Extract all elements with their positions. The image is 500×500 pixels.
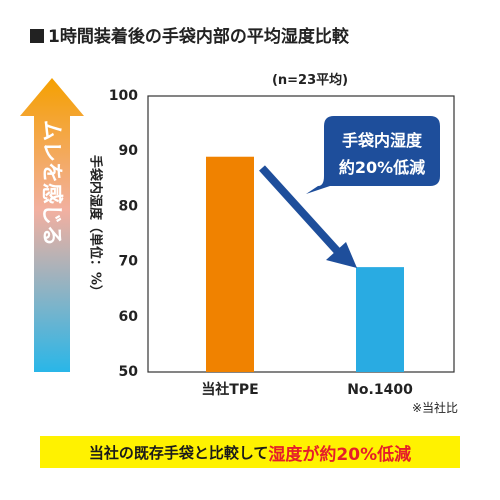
footnote: ※当社比 (412, 400, 458, 415)
reduction-arrow (259, 165, 357, 268)
y-tick-label: 80 (119, 198, 139, 214)
callout-line2: 約20%低減 (339, 158, 425, 177)
banner-text: 当社の既存手袋と比較して (88, 443, 269, 462)
y-axis-title: 手袋内湿度（単位：%） (88, 155, 104, 298)
y-tick-label: 70 (119, 254, 139, 270)
y-tick-labels: 50 60 70 80 90 100 (109, 88, 138, 380)
sample-note: (n=23平均) (272, 72, 348, 88)
x-tick-label: No.1400 (347, 382, 413, 398)
bar-tpe (206, 156, 254, 372)
plot-frame (147, 95, 455, 373)
bars (206, 156, 404, 372)
side-arrow: ムレを感じる (20, 78, 84, 372)
y-tick-label: 100 (109, 88, 138, 104)
title-text: 1時間装着後の手袋内部の平均湿度比較 (48, 27, 349, 47)
bar-no1400 (356, 267, 404, 372)
bottom-banner: 当社の既存手袋と比較して 湿度が約20%低減 (40, 436, 460, 468)
side-arrow-label: ムレを感じる (40, 120, 64, 246)
reduction-arrow-head (326, 242, 357, 268)
x-tick-labels: 当社TPE No.1400 (201, 381, 413, 398)
callout: 手袋内湿度 約20%低減 (306, 116, 440, 194)
page-title: 1時間装着後の手袋内部の平均湿度比較 (30, 22, 349, 47)
callout-bubble (306, 116, 440, 194)
y-tick-label: 90 (119, 143, 139, 159)
y-tick-label: 50 (119, 364, 139, 380)
callout-line1: 手袋内湿度 (342, 131, 423, 150)
y-tick-label: 60 (119, 309, 139, 325)
x-tick-label: 当社TPE (201, 381, 258, 398)
side-arrow-shape (20, 78, 84, 372)
reduction-arrow-shaft (259, 165, 343, 257)
title-marker (30, 29, 44, 43)
banner-highlight: 湿度が約20%低減 (268, 444, 412, 465)
